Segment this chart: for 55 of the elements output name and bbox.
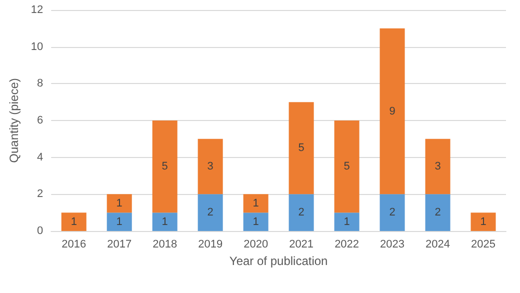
data-label: 3 <box>434 160 441 173</box>
bar <box>106 194 132 213</box>
x-tick-label: 2023 <box>380 238 405 250</box>
x-tick-label: 2022 <box>334 238 360 250</box>
x-tick-label: 2018 <box>152 238 178 250</box>
y-tick-label: 12 <box>30 4 44 16</box>
bar <box>243 212 268 231</box>
data-label: 2 <box>207 206 214 219</box>
data-label: 1 <box>252 197 259 210</box>
data-label: 1 <box>116 197 122 210</box>
data-label: 5 <box>344 160 350 173</box>
bar <box>288 102 314 194</box>
bar <box>425 194 450 231</box>
x-tick-label: 2017 <box>107 238 132 250</box>
y-axis-title: Quantity (piece) <box>7 78 21 163</box>
x-tick-label: 2021 <box>289 238 314 250</box>
y-tick-label: 4 <box>37 151 44 164</box>
data-label: 5 <box>162 160 168 173</box>
y-tick-label: 0 <box>37 225 44 237</box>
data-label: 2 <box>434 206 441 219</box>
bar <box>380 28 405 194</box>
bar <box>152 120 178 213</box>
bar <box>152 212 178 231</box>
data-label: 3 <box>207 160 214 173</box>
bar <box>61 212 86 231</box>
bar <box>106 212 132 231</box>
bar <box>334 212 360 231</box>
x-tick-label: 2016 <box>62 238 86 250</box>
data-label: 1 <box>344 216 350 228</box>
data-label: 2 <box>298 206 304 219</box>
x-tick-label: 2024 <box>426 238 450 250</box>
x-tick-label: 2025 <box>471 238 496 250</box>
y-tick-label: 2 <box>37 188 44 200</box>
y-tick-label: 8 <box>37 78 44 90</box>
y-tick-label: 10 <box>30 40 44 53</box>
data-label: 2 <box>389 206 396 219</box>
data-label: 1 <box>480 216 486 228</box>
data-label: 1 <box>116 216 122 228</box>
bar <box>425 138 450 194</box>
x-axis-title: Year of publication <box>229 254 328 268</box>
x-tick-label: 2019 <box>198 238 223 250</box>
bar <box>198 194 223 231</box>
bar <box>334 120 360 213</box>
data-label: 9 <box>389 105 396 118</box>
bar <box>243 194 268 213</box>
bar <box>288 194 314 231</box>
x-tick-label: 2020 <box>244 238 268 250</box>
y-tick-label: 6 <box>37 114 44 126</box>
bar <box>198 138 223 194</box>
bar <box>380 194 405 231</box>
data-label: 5 <box>298 142 304 154</box>
data-label: 1 <box>252 216 259 228</box>
data-label: 1 <box>162 216 168 228</box>
bar <box>470 212 496 231</box>
data-label: 1 <box>70 216 77 228</box>
